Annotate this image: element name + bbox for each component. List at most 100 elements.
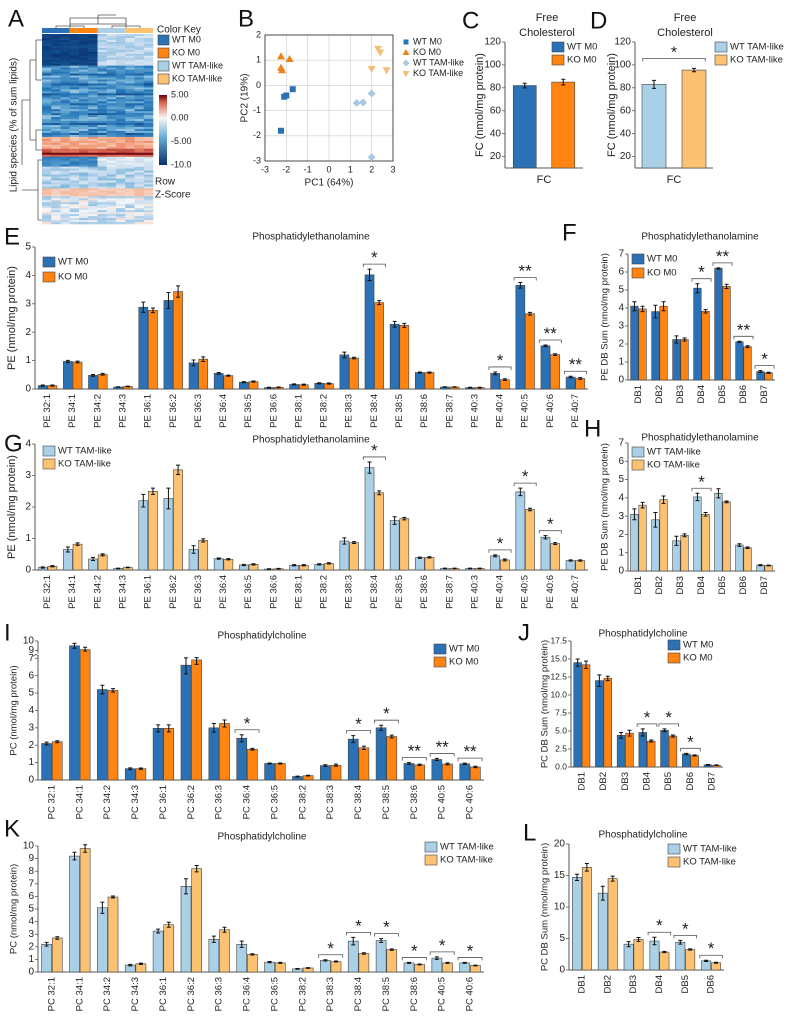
heatmap-cell xyxy=(143,170,154,173)
heatmap-cell xyxy=(79,220,89,223)
heatmap-cell xyxy=(42,140,52,144)
heatmap-cell xyxy=(134,103,145,106)
x-tick-label: DB1 xyxy=(576,772,587,790)
heatmap-cell xyxy=(69,57,80,61)
error-bar xyxy=(342,351,347,359)
heatmap-cell xyxy=(106,200,117,203)
error-bar xyxy=(266,568,271,570)
heatmap-cell xyxy=(51,67,61,70)
heatmap-cell xyxy=(79,136,89,140)
heatmap-cell xyxy=(51,140,61,144)
heatmap-cell xyxy=(106,148,117,152)
significance-stars: * xyxy=(355,715,362,734)
heatmap-cell xyxy=(69,136,80,140)
heatmap-cell xyxy=(143,109,154,112)
heatmap-cell xyxy=(51,43,61,47)
x-tick-label: PE 32:1 xyxy=(42,394,53,428)
heatmap-cell xyxy=(69,79,80,82)
legend-swatch xyxy=(42,458,56,470)
heatmap-cell xyxy=(134,180,145,183)
heatmap-cell xyxy=(134,130,145,134)
heatmap-cell xyxy=(79,107,89,110)
heatmap-cell xyxy=(42,192,52,195)
bar xyxy=(680,339,689,381)
heatmap-cell xyxy=(125,172,135,175)
legend-label: KO TAM-like xyxy=(440,855,493,866)
x-tick-label: DB3 xyxy=(675,385,686,403)
heatmap-cell xyxy=(88,156,98,159)
heatmap-cell xyxy=(79,121,89,124)
heatmap-cell xyxy=(69,130,80,134)
bar xyxy=(69,855,80,973)
heatmap-cell xyxy=(88,166,98,169)
error-bar xyxy=(427,371,432,374)
heatmap-cell xyxy=(116,59,126,63)
heatmap-cell xyxy=(51,160,61,163)
x-tick-label: FC xyxy=(667,174,682,186)
heatmap-cell xyxy=(97,37,108,41)
heatmap-cell xyxy=(51,206,61,209)
heatmap-cell xyxy=(143,146,154,150)
y-tick-label: 0.0 xyxy=(555,761,567,771)
heatmap-cell xyxy=(106,77,117,80)
heatmap-cell xyxy=(143,148,154,152)
heatmap-cell xyxy=(88,152,98,156)
heatmap-cell xyxy=(42,85,52,88)
heatmap-cell xyxy=(79,208,89,211)
heatmap-cell xyxy=(79,119,89,122)
heatmap-cell xyxy=(51,51,61,55)
y-tick-label: 6 xyxy=(618,267,624,278)
heatmap-cell xyxy=(60,172,71,175)
heatmap-cell xyxy=(116,89,126,92)
heatmap-cell xyxy=(51,168,61,171)
heatmap-cell xyxy=(143,142,154,146)
heatmap-cell xyxy=(97,89,108,92)
bar xyxy=(163,924,175,973)
heatmap-cell xyxy=(51,148,61,152)
error-bar xyxy=(714,961,719,964)
heatmap-cell xyxy=(69,212,80,215)
heatmap-cell xyxy=(106,168,117,171)
bar xyxy=(107,690,119,781)
significance-bracket xyxy=(538,339,562,343)
error-bar xyxy=(493,554,498,558)
error-bar xyxy=(141,301,146,313)
heatmap-cell xyxy=(79,77,89,80)
x-tick-label: PE 40:3 xyxy=(469,394,480,428)
heatmap-cell xyxy=(106,190,117,193)
heatmap-cell xyxy=(69,75,80,78)
y-axis-label: PC2 (19%) xyxy=(240,74,251,123)
bar xyxy=(500,559,510,571)
heatmap-cell xyxy=(42,123,52,126)
heatmap-cell xyxy=(97,35,108,39)
bar xyxy=(51,741,63,781)
bar xyxy=(148,490,158,571)
heatmap-cell xyxy=(125,57,135,61)
heatmap-cell xyxy=(97,218,108,221)
heatmap-cell xyxy=(88,170,98,173)
heatmap-cell xyxy=(97,113,108,116)
heatmap-cell xyxy=(116,158,126,161)
heatmap-cell xyxy=(60,53,71,57)
y-tick-label: 2.5 xyxy=(555,743,567,753)
heatmap-cell xyxy=(69,34,80,37)
legend-label: KO TAM-like xyxy=(730,55,783,66)
bar xyxy=(414,372,425,390)
heatmap-cell xyxy=(69,39,80,43)
significance-stars: * xyxy=(497,534,504,553)
heatmap-cell xyxy=(116,77,126,80)
y-tick-label: 4 xyxy=(618,492,624,503)
significance-stars: * xyxy=(327,939,334,958)
bar xyxy=(565,376,576,390)
heatmap-cell xyxy=(88,144,98,148)
heatmap-cell xyxy=(51,35,61,39)
heatmap-cell xyxy=(69,51,80,55)
heatmap-cell xyxy=(125,136,135,140)
heatmap-cell xyxy=(134,212,145,215)
heatmap-cell xyxy=(134,222,145,225)
x-tick-label: PE 36:3 xyxy=(193,575,204,609)
heatmap-cell xyxy=(134,206,145,209)
heatmap-cell xyxy=(88,101,98,104)
